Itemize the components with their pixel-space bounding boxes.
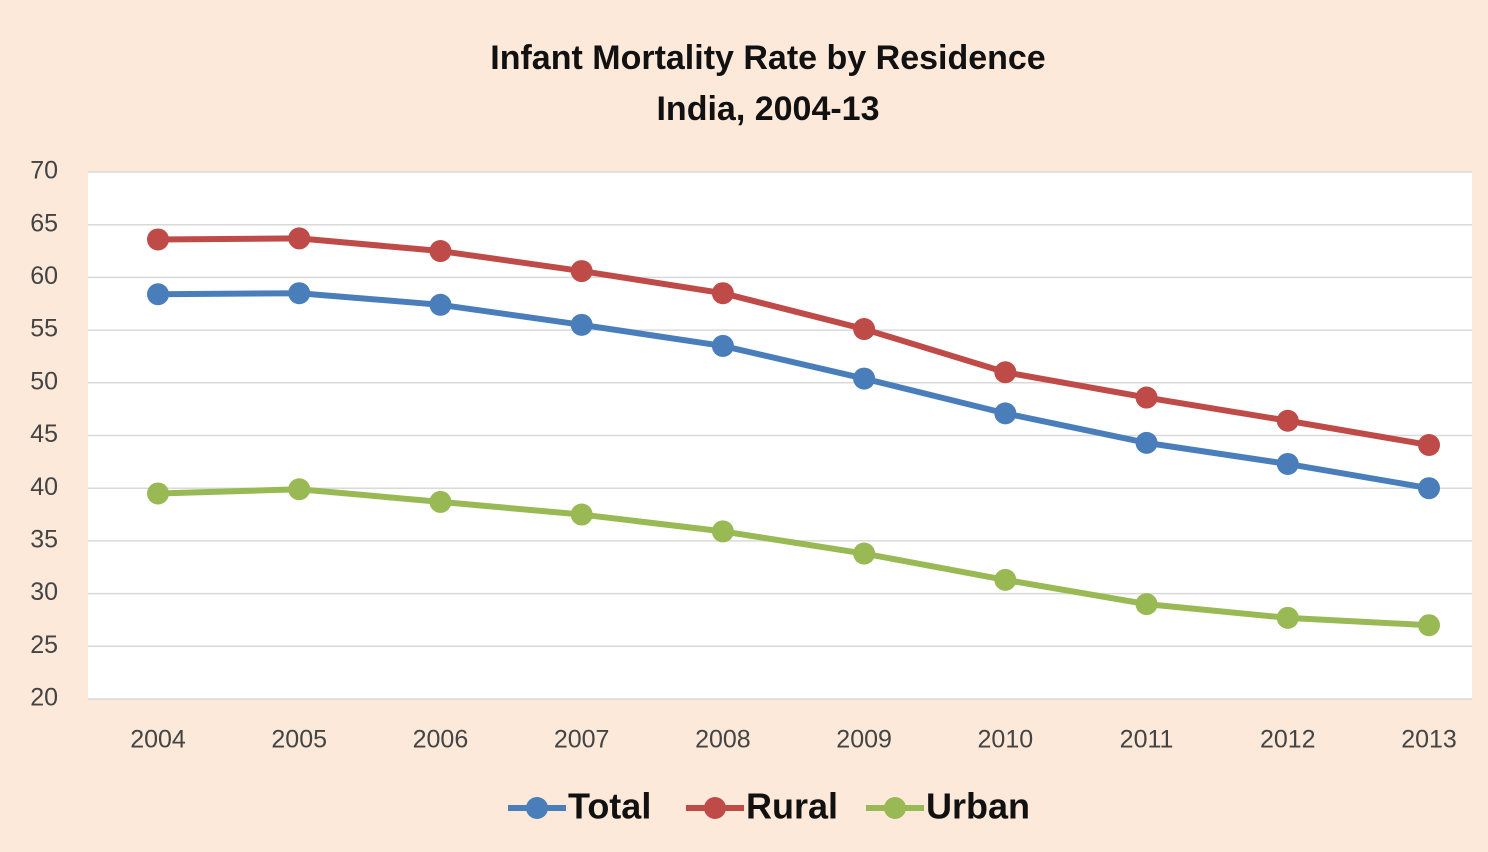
x-tick-label: 2004 [130, 726, 186, 754]
x-tick-label: 2006 [413, 726, 469, 754]
x-tick-label: 2011 [1120, 726, 1174, 754]
chart-title: Infant Mortality Rate by Residence [490, 39, 1045, 77]
legend-marker [884, 797, 906, 819]
data-point [288, 282, 311, 305]
y-tick-label: 25 [30, 631, 58, 659]
legend-marker [526, 797, 548, 819]
data-point [1276, 452, 1299, 475]
x-tick-label: 2008 [695, 726, 751, 754]
legend-marker [704, 797, 726, 819]
data-point [853, 318, 876, 341]
chart-subtitle: India, 2004-13 [656, 90, 879, 128]
data-point [288, 478, 311, 501]
data-point [711, 334, 734, 357]
data-point [570, 503, 593, 526]
data-point [1276, 606, 1299, 629]
data-point [1418, 433, 1440, 456]
data-point [711, 282, 734, 305]
legend-label: Urban [926, 786, 1030, 827]
data-point [429, 240, 452, 263]
data-point [1276, 409, 1299, 432]
data-point [853, 542, 876, 565]
data-point [570, 260, 593, 283]
y-tick-label: 55 [30, 315, 58, 343]
data-point [1418, 477, 1440, 500]
data-point [1135, 431, 1158, 454]
y-tick-label: 20 [30, 684, 58, 712]
data-point [853, 367, 876, 390]
data-point [147, 283, 169, 306]
series-line [157, 290, 1430, 492]
data-point [429, 490, 452, 513]
data-point [994, 361, 1017, 384]
data-point [570, 313, 593, 336]
y-tick-label: 35 [30, 526, 58, 554]
x-tick-label: 2009 [836, 726, 892, 754]
y-tick-label: 60 [30, 262, 58, 290]
legend-label: Total [568, 786, 651, 827]
y-tick-label: 50 [30, 367, 58, 395]
x-tick-label: 2007 [554, 726, 610, 754]
data-point [1418, 614, 1440, 637]
data-point [288, 227, 311, 250]
x-tick-label: 2013 [1401, 726, 1457, 754]
data-point [1135, 386, 1158, 409]
series-line [157, 486, 1430, 629]
series-line [157, 235, 1430, 448]
data-point [147, 228, 169, 251]
y-tick-label: 70 [30, 157, 58, 185]
y-tick-label: 45 [30, 420, 58, 448]
data-point [994, 568, 1017, 591]
data-point [147, 482, 169, 505]
y-tick-label: 65 [30, 209, 58, 237]
y-tick-label: 40 [30, 473, 58, 501]
x-tick-label: 2005 [271, 726, 327, 754]
legend-label: Rural [746, 786, 838, 827]
x-tick-label: 2012 [1260, 726, 1316, 754]
data-point [711, 520, 734, 543]
data-point [429, 293, 452, 316]
y-tick-label: 30 [30, 578, 58, 606]
x-tick-label: 2010 [978, 726, 1034, 754]
data-point [1135, 593, 1158, 616]
data-point [994, 402, 1017, 425]
